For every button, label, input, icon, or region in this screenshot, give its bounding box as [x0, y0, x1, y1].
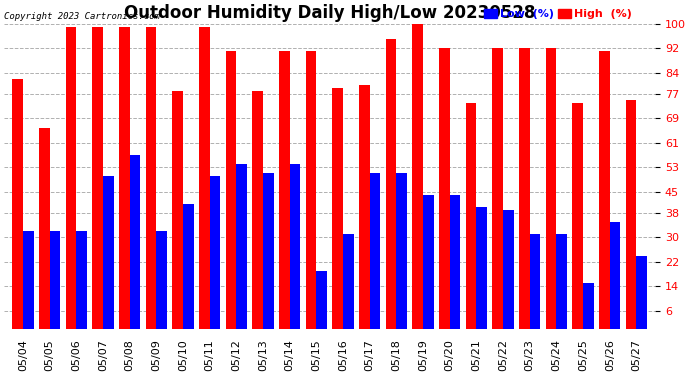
- Bar: [183, 204, 194, 329]
- Bar: [439, 48, 450, 329]
- Bar: [253, 91, 263, 329]
- Bar: [476, 207, 487, 329]
- Bar: [199, 27, 210, 329]
- Bar: [530, 234, 540, 329]
- Bar: [370, 173, 380, 329]
- Bar: [343, 234, 354, 329]
- Bar: [583, 283, 594, 329]
- Bar: [76, 231, 87, 329]
- Bar: [610, 222, 620, 329]
- Bar: [573, 103, 583, 329]
- Bar: [39, 128, 50, 329]
- Bar: [599, 51, 610, 329]
- Bar: [146, 27, 156, 329]
- Bar: [290, 164, 300, 329]
- Bar: [493, 48, 503, 329]
- Bar: [306, 51, 316, 329]
- Title: Outdoor Humidity Daily High/Low 20230528: Outdoor Humidity Daily High/Low 20230528: [124, 4, 535, 22]
- Bar: [172, 91, 183, 329]
- Bar: [386, 39, 396, 329]
- Bar: [333, 88, 343, 329]
- Bar: [92, 27, 103, 329]
- Bar: [466, 103, 476, 329]
- Bar: [23, 231, 34, 329]
- Bar: [119, 27, 130, 329]
- Bar: [546, 48, 556, 329]
- Bar: [413, 24, 423, 329]
- Bar: [636, 256, 647, 329]
- Bar: [556, 234, 567, 329]
- Legend: Low  (%), High  (%): Low (%), High (%): [479, 5, 637, 24]
- Bar: [359, 85, 370, 329]
- Bar: [519, 48, 530, 329]
- Bar: [423, 195, 434, 329]
- Bar: [66, 27, 76, 329]
- Bar: [210, 176, 220, 329]
- Bar: [103, 176, 114, 329]
- Text: Copyright 2023 Cartronics.com: Copyright 2023 Cartronics.com: [4, 12, 160, 21]
- Bar: [156, 231, 167, 329]
- Bar: [12, 79, 23, 329]
- Bar: [626, 100, 636, 329]
- Bar: [263, 173, 274, 329]
- Bar: [316, 271, 327, 329]
- Bar: [279, 51, 290, 329]
- Bar: [226, 51, 236, 329]
- Bar: [503, 210, 514, 329]
- Bar: [396, 173, 407, 329]
- Bar: [236, 164, 247, 329]
- Bar: [130, 155, 140, 329]
- Bar: [50, 231, 60, 329]
- Bar: [450, 195, 460, 329]
